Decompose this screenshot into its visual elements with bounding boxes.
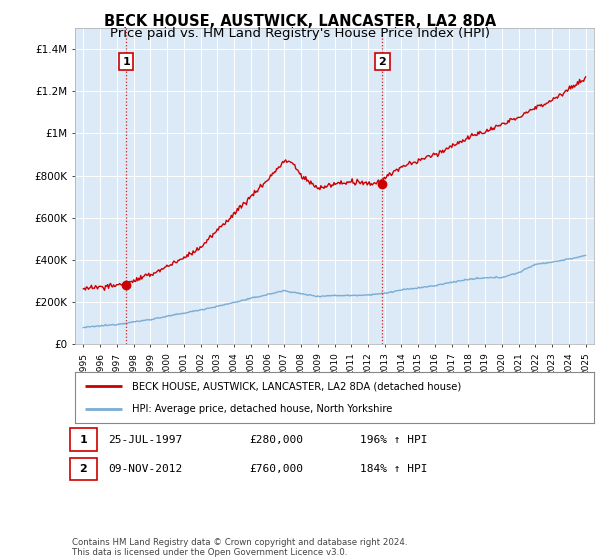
Text: BECK HOUSE, AUSTWICK, LANCASTER, LA2 8DA: BECK HOUSE, AUSTWICK, LANCASTER, LA2 8DA (104, 14, 496, 29)
Text: 2: 2 (379, 57, 386, 67)
Text: BECK HOUSE, AUSTWICK, LANCASTER, LA2 8DA (detached house): BECK HOUSE, AUSTWICK, LANCASTER, LA2 8DA… (132, 381, 461, 391)
Text: £760,000: £760,000 (249, 464, 303, 474)
Text: 25-JUL-1997: 25-JUL-1997 (108, 435, 182, 445)
Text: 2: 2 (80, 464, 87, 474)
Text: Contains HM Land Registry data © Crown copyright and database right 2024.
This d: Contains HM Land Registry data © Crown c… (72, 538, 407, 557)
Text: 1: 1 (80, 435, 87, 445)
Text: Price paid vs. HM Land Registry's House Price Index (HPI): Price paid vs. HM Land Registry's House … (110, 27, 490, 40)
Text: HPI: Average price, detached house, North Yorkshire: HPI: Average price, detached house, Nort… (132, 404, 392, 414)
Text: £280,000: £280,000 (249, 435, 303, 445)
Text: 184% ↑ HPI: 184% ↑ HPI (360, 464, 427, 474)
Text: 196% ↑ HPI: 196% ↑ HPI (360, 435, 427, 445)
Text: 1: 1 (122, 57, 130, 67)
Text: 09-NOV-2012: 09-NOV-2012 (108, 464, 182, 474)
